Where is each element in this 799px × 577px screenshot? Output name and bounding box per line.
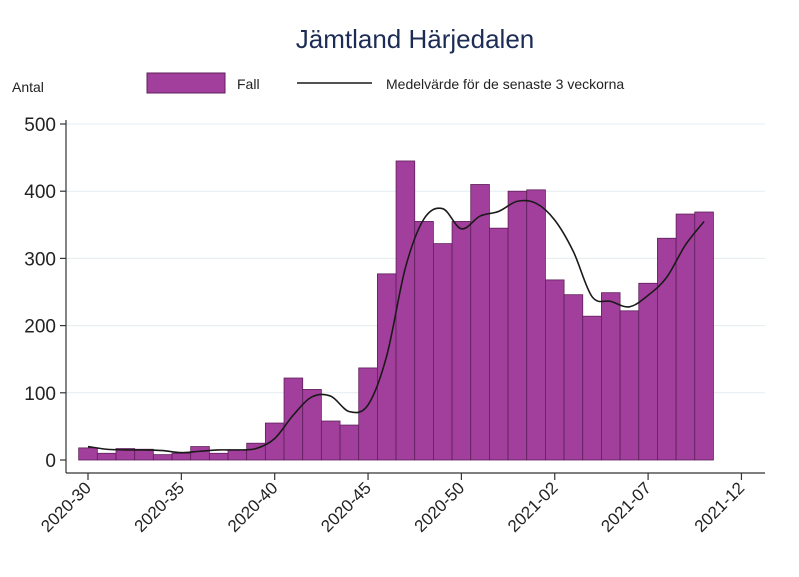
bar-week-42 <box>302 389 322 461</box>
bar-week-57 <box>582 315 602 461</box>
bar-week-37 <box>208 452 229 461</box>
bar-week-45 <box>358 367 378 461</box>
bar-week-48 <box>414 221 434 461</box>
bar-week-31 <box>96 452 117 461</box>
bar-week-56 <box>563 294 584 461</box>
x-tick-label: 2020-40 <box>224 478 282 536</box>
x-tick-label: 2021-07 <box>597 478 655 536</box>
bar-week-43 <box>320 420 341 461</box>
average-line <box>87 199 705 454</box>
bar-week-46 <box>376 273 397 461</box>
bar-week-47 <box>395 160 416 461</box>
bar-week-63 <box>694 211 714 461</box>
bar-week-60 <box>638 282 658 461</box>
bar-week-58 <box>601 292 621 461</box>
bar-series <box>78 160 714 461</box>
chart-title: Jämtland Härjedalen <box>296 24 534 54</box>
legend-label-fall: Fall <box>237 76 260 92</box>
y-tick-label: 200 <box>24 317 56 338</box>
bar-week-40 <box>264 422 285 461</box>
bar-week-59 <box>619 310 640 461</box>
bar-week-41 <box>283 377 304 461</box>
x-tick-label: 2020-45 <box>317 478 375 536</box>
y-tick-label: 100 <box>24 384 56 405</box>
bar-week-34 <box>152 454 173 461</box>
bar-week-30 <box>78 447 98 461</box>
bar-week-49 <box>432 243 453 461</box>
bar-week-35 <box>171 452 192 461</box>
bar-week-55 <box>545 279 565 461</box>
bar-week-62 <box>675 213 696 461</box>
legend-label-average: Medelvärde för de senaste 3 veckorna <box>386 76 624 92</box>
bar-week-54 <box>526 189 546 461</box>
x-tick-label: 2020-30 <box>37 478 95 536</box>
legend: Fall Medelvärde för de senaste 3 veckorn… <box>146 72 624 94</box>
y-tick-label: 0 <box>45 451 56 472</box>
bar-week-61 <box>657 237 677 461</box>
x-tick-label: 2021-12 <box>691 478 749 536</box>
y-axis-label: Antal <box>12 79 44 95</box>
bar-week-50 <box>451 221 472 461</box>
bar-week-52 <box>489 227 509 461</box>
x-tick-label: 2021-02 <box>504 478 562 536</box>
y-tick-label: 400 <box>24 182 56 203</box>
bar-week-38 <box>227 449 248 461</box>
legend-swatch-fall <box>146 72 226 94</box>
y-tick-label: 500 <box>24 115 56 136</box>
bar-week-51 <box>470 184 490 461</box>
x-tick-label: 2020-35 <box>131 478 189 536</box>
bar-week-44 <box>339 424 360 461</box>
bar-week-36 <box>190 446 210 461</box>
x-tick-label: 2020-50 <box>411 478 469 536</box>
bar-week-53 <box>507 190 528 461</box>
y-tick-label: 300 <box>24 249 56 270</box>
